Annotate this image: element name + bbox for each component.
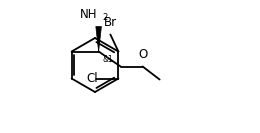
Text: 2: 2 (102, 14, 107, 22)
Text: NH: NH (80, 9, 98, 22)
Polygon shape (96, 26, 101, 51)
Text: Br: Br (104, 16, 117, 30)
Text: Cl: Cl (87, 72, 98, 85)
Text: &1: &1 (103, 55, 113, 65)
Text: O: O (138, 49, 147, 61)
